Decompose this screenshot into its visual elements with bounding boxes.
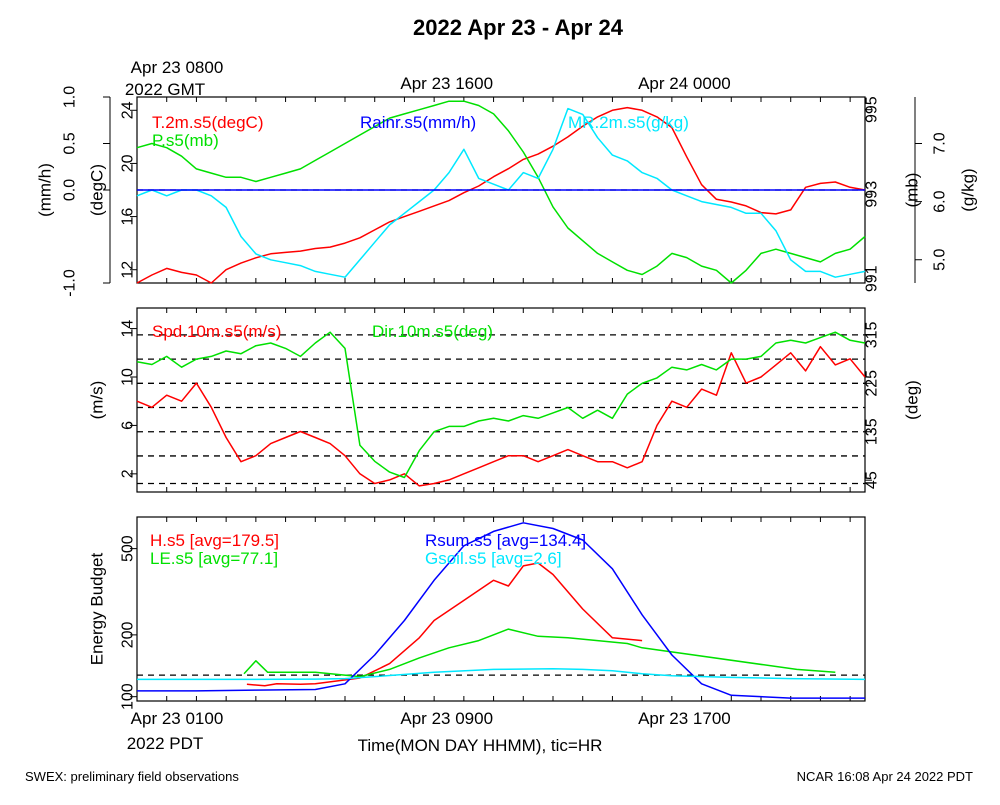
bottom-axis-label: Apr 23 0900 bbox=[400, 709, 493, 728]
middle-dir-tick-label: 225 bbox=[864, 370, 881, 397]
chart-title: 2022 Apr 23 - Apr 24 bbox=[413, 15, 624, 40]
top-axis-label-year: 2022 GMT bbox=[125, 80, 205, 99]
legend-entry: P.s5(mb) bbox=[152, 131, 219, 150]
legend-entry: T.2m.s5(degC) bbox=[152, 113, 263, 132]
middle-panel: 2 6 10 14 (m/s) 45 135 225 315 (deg) Spd.10m.s5(m/… bbox=[88, 307, 922, 493]
top-pres-axis-label: (mb) bbox=[903, 173, 922, 208]
middle-spd-tick-label: 14 bbox=[120, 320, 137, 338]
series-line-le-s5 bbox=[243, 628, 836, 678]
top-time-axis: Apr 23 0800 2022 GMT Apr 23 1600 Apr 24 000… bbox=[125, 58, 731, 99]
top-rain-tick-label: 0.5 bbox=[62, 132, 79, 154]
top-mr-tick-label: 7.0 bbox=[932, 132, 949, 154]
middle-dir-tick-label: 315 bbox=[864, 321, 881, 348]
top-pres-tick-label: 991 bbox=[864, 265, 881, 292]
top-axis-label: Apr 23 0800 bbox=[131, 58, 224, 77]
top-pres-tick-label: 993 bbox=[864, 181, 881, 208]
top-panel: -1.0 0.0 0.5 1.0 (mm/h) 12 16 20 24 (degC) 991 993 9… bbox=[36, 86, 978, 297]
legend-entry: Rainr.s5(mm/h) bbox=[360, 113, 476, 132]
bottom-eb-tick-label: 100 bbox=[120, 683, 137, 710]
series-line-p-s5-mb- bbox=[136, 100, 866, 284]
legend-entry: Dir.10m.s5(deg) bbox=[372, 322, 493, 341]
series-line-gsoil-s5 bbox=[137, 668, 866, 681]
legend-entry: Spd.10m.s5(m/s) bbox=[152, 322, 281, 341]
middle-dir-axis-label: (deg) bbox=[903, 380, 922, 420]
series-line-rsum-s5 bbox=[137, 522, 865, 699]
legend-entry: MR.2m.s5(g/kg) bbox=[568, 113, 689, 132]
middle-dir-tick-label: 135 bbox=[864, 418, 881, 445]
middle-spd-tick-label: 2 bbox=[120, 469, 137, 478]
bottom-axis-label-year: 2022 PDT bbox=[127, 734, 204, 753]
top-temp-axis-label: (degC) bbox=[88, 164, 107, 216]
series-line-t-2m-s5-degc- bbox=[136, 106, 866, 284]
middle-spd-tick-label: 10 bbox=[120, 368, 137, 386]
top-temp-tick-label: 12 bbox=[120, 261, 137, 279]
bottom-axis-label: Apr 23 1700 bbox=[638, 709, 731, 728]
top-axis-label: Apr 23 1600 bbox=[400, 74, 493, 93]
top-temp-tick-label: 16 bbox=[120, 208, 137, 226]
series-line-mr-2m-s5-g-kg- bbox=[136, 107, 866, 278]
top-rain-tick-label: 0.0 bbox=[62, 179, 79, 201]
bottom-time-axis: Apr 23 0100 2022 PDT Apr 23 0900 Apr 23 170… bbox=[127, 709, 731, 753]
middle-spd-axis-label: (m/s) bbox=[88, 381, 107, 420]
footer-right: NCAR 16:08 Apr 24 2022 PDT bbox=[797, 769, 973, 784]
legend-entry: H.s5 [avg=179.5] bbox=[150, 531, 279, 550]
top-temp-tick-label: 24 bbox=[120, 101, 137, 119]
legend-entry: Gsoil.s5 [avg=2.6] bbox=[425, 549, 562, 568]
middle-spd-tick-label: 6 bbox=[120, 421, 137, 430]
bottom-panel: 100 200 500 Energy Budget H.s5 [avg=179.5]LE… bbox=[88, 516, 866, 710]
top-rain-axis-label: (mm/h) bbox=[36, 163, 55, 217]
bottom-eb-tick-label: 200 bbox=[120, 621, 137, 648]
middle-dir-tick-label: 45 bbox=[864, 471, 881, 489]
top-temp-tick-label: 20 bbox=[120, 154, 137, 172]
top-pres-tick-label: 995 bbox=[864, 96, 881, 123]
middle-frame bbox=[136, 307, 866, 493]
series-line-h-s5 bbox=[246, 562, 643, 687]
footer-left: SWEX: preliminary field observations bbox=[25, 769, 239, 784]
top-mr-tick-label: 5.0 bbox=[932, 249, 949, 271]
series-line-spd-10m-s5-m-s- bbox=[136, 345, 866, 487]
top-mr-tick-label: 6.0 bbox=[932, 190, 949, 212]
top-rain-tick-label: -1.0 bbox=[62, 269, 79, 297]
legend-entry: LE.s5 [avg=77.1] bbox=[150, 549, 278, 568]
x-axis-label: Time(MON DAY HHMM), tic=HR bbox=[358, 736, 603, 755]
top-axis-label: Apr 24 0000 bbox=[638, 74, 731, 93]
series-line-dir-10m-s5-deg- bbox=[136, 331, 866, 479]
bottom-eb-axis-label: Energy Budget bbox=[88, 552, 107, 665]
top-mr-axis-label: (g/kg) bbox=[959, 168, 978, 211]
top-rain-tick-label: 1.0 bbox=[62, 86, 79, 108]
legend-entry: Rsum.s5 [avg=134.4] bbox=[425, 531, 586, 550]
bottom-eb-tick-label: 500 bbox=[120, 535, 137, 562]
bottom-frame bbox=[136, 516, 866, 702]
bottom-axis-label: Apr 23 0100 bbox=[131, 709, 224, 728]
